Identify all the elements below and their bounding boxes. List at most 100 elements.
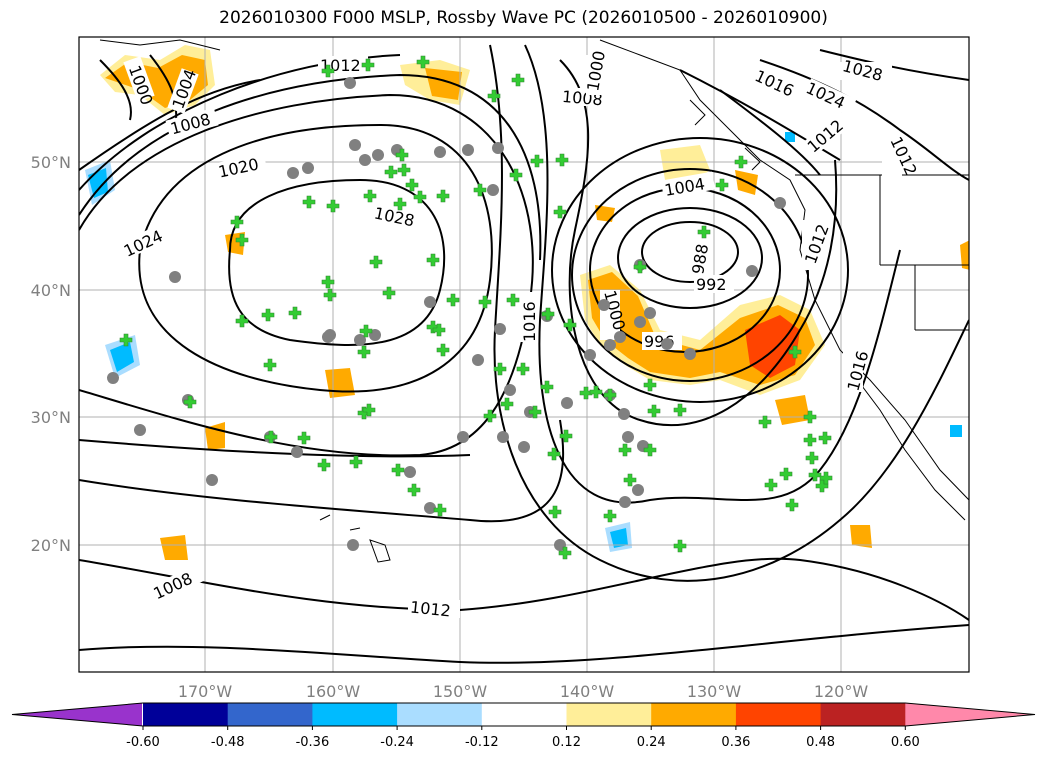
low-contour-1004 xyxy=(551,137,849,403)
lon-label: 130°W xyxy=(687,682,742,701)
station-circle-marker xyxy=(618,408,630,420)
station-plus-marker xyxy=(446,293,460,307)
colorbar-segment xyxy=(820,703,906,726)
station-circle-marker xyxy=(462,144,474,156)
lon-label: 140°W xyxy=(560,682,615,701)
station-plus-marker xyxy=(647,404,661,418)
station-plus-marker xyxy=(359,324,373,338)
colorbar-segment xyxy=(651,703,737,726)
lat-label: 50°N xyxy=(31,153,71,172)
station-plus-marker xyxy=(416,55,430,69)
station-plus-marker xyxy=(633,260,647,274)
station-circle-marker xyxy=(291,446,303,458)
station-circle-marker xyxy=(619,496,631,508)
station-circle-marker xyxy=(614,331,626,343)
station-plus-marker xyxy=(764,478,778,492)
lat-label: 30°N xyxy=(31,408,71,427)
station-plus-marker xyxy=(487,89,501,103)
station-plus-marker xyxy=(321,64,335,78)
station-plus-marker xyxy=(548,505,562,519)
station-plus-marker xyxy=(673,403,687,417)
station-plus-marker xyxy=(559,429,573,443)
station-plus-marker xyxy=(805,451,819,465)
colorbar-tick-label: -0.36 xyxy=(296,735,330,750)
station-plus-marker xyxy=(235,233,249,247)
station-plus-marker xyxy=(788,345,802,359)
station-circle-marker xyxy=(359,154,371,166)
station-plus-marker xyxy=(436,343,450,357)
station-circle-marker xyxy=(302,162,314,174)
station-plus-marker xyxy=(384,165,398,179)
north-america-coastline xyxy=(599,39,969,501)
anomaly-positive-region xyxy=(595,205,615,222)
anomaly-positive-region xyxy=(325,368,355,398)
colorbar-segment xyxy=(312,703,398,726)
station-plus-marker xyxy=(261,308,275,322)
station-plus-marker xyxy=(426,253,440,267)
station-plus-marker xyxy=(391,463,405,477)
anomaly-positive-region xyxy=(160,535,188,560)
station-plus-marker xyxy=(363,189,377,203)
longitude-labels: 170°W 160°W 150°W 140°W 130°W 120°W xyxy=(178,682,869,701)
high-contour-1028 xyxy=(228,178,446,346)
station-plus-marker xyxy=(758,415,772,429)
anomaly-negative-region xyxy=(950,425,962,437)
station-plus-marker xyxy=(413,190,427,204)
station-plus-marker xyxy=(361,58,375,72)
station-circle-marker xyxy=(347,539,359,551)
colorbar: -0.60 -0.48 -0.36 -0.24 -0.12 0.12 0.24 0.36 0.4… xyxy=(11,702,1036,750)
station-plus-marker xyxy=(603,388,617,402)
anomaly-positive-region xyxy=(960,240,969,270)
station-plus-marker xyxy=(818,431,832,445)
station-circle-marker xyxy=(494,323,506,335)
station-plus-marker xyxy=(530,154,544,168)
station-plus-marker xyxy=(528,405,542,419)
station-circle-marker xyxy=(206,474,218,486)
station-plus-marker xyxy=(473,183,487,197)
station-plus-marker xyxy=(362,403,376,417)
station-plus-marker xyxy=(288,306,302,320)
station-plus-marker xyxy=(547,447,561,461)
station-circle-marker xyxy=(344,77,356,89)
contour-1000-nw xyxy=(99,59,132,121)
station-plus-marker xyxy=(553,205,567,219)
station-plus-marker xyxy=(317,458,331,472)
station-plus-marker xyxy=(541,307,555,321)
anomaly-negative-region xyxy=(785,132,795,142)
station-plus-marker xyxy=(673,539,687,553)
station-circle-marker xyxy=(661,338,673,350)
anomaly-positive-region xyxy=(205,422,225,450)
station-plus-marker xyxy=(349,455,363,469)
contour-1020-south xyxy=(79,439,471,458)
station-plus-marker xyxy=(603,509,617,523)
station-plus-marker xyxy=(357,345,371,359)
low-contour-992 xyxy=(617,207,763,309)
station-circle-marker xyxy=(746,265,758,277)
station-circle-marker xyxy=(622,431,634,443)
station-plus-marker xyxy=(509,168,523,182)
contour-1008-west xyxy=(79,79,261,171)
contour-label: 992 xyxy=(696,275,727,294)
station-circle-marker xyxy=(561,397,573,409)
contour-1008-south xyxy=(79,624,969,664)
station-plus-marker xyxy=(483,409,497,423)
station-circle-marker xyxy=(774,197,786,209)
station-plus-marker xyxy=(407,483,421,497)
station-plus-marker xyxy=(426,320,440,334)
station-plus-marker xyxy=(643,378,657,392)
station-circle-marker xyxy=(584,349,596,361)
colorbar-tick-label: 0.60 xyxy=(891,735,920,750)
map-title: 2026010300 F000 MSLP, Rossby Wave PC (20… xyxy=(219,8,828,28)
colorbar-tick-label: 0.24 xyxy=(637,735,666,750)
contour-1016-south xyxy=(79,419,565,523)
low-contour-988 xyxy=(641,221,739,283)
station-plus-marker xyxy=(506,293,520,307)
anomaly-positive-region xyxy=(425,68,462,100)
station-circle-marker xyxy=(434,146,446,158)
station-circle-marker xyxy=(634,316,646,328)
anomaly-positive-region xyxy=(850,525,872,548)
contour-label: 1016 xyxy=(520,301,539,342)
station-plus-marker xyxy=(803,410,817,424)
station-circle-marker xyxy=(287,167,299,179)
latitude-labels: 50°N 40°N 30°N 20°N xyxy=(31,153,71,555)
